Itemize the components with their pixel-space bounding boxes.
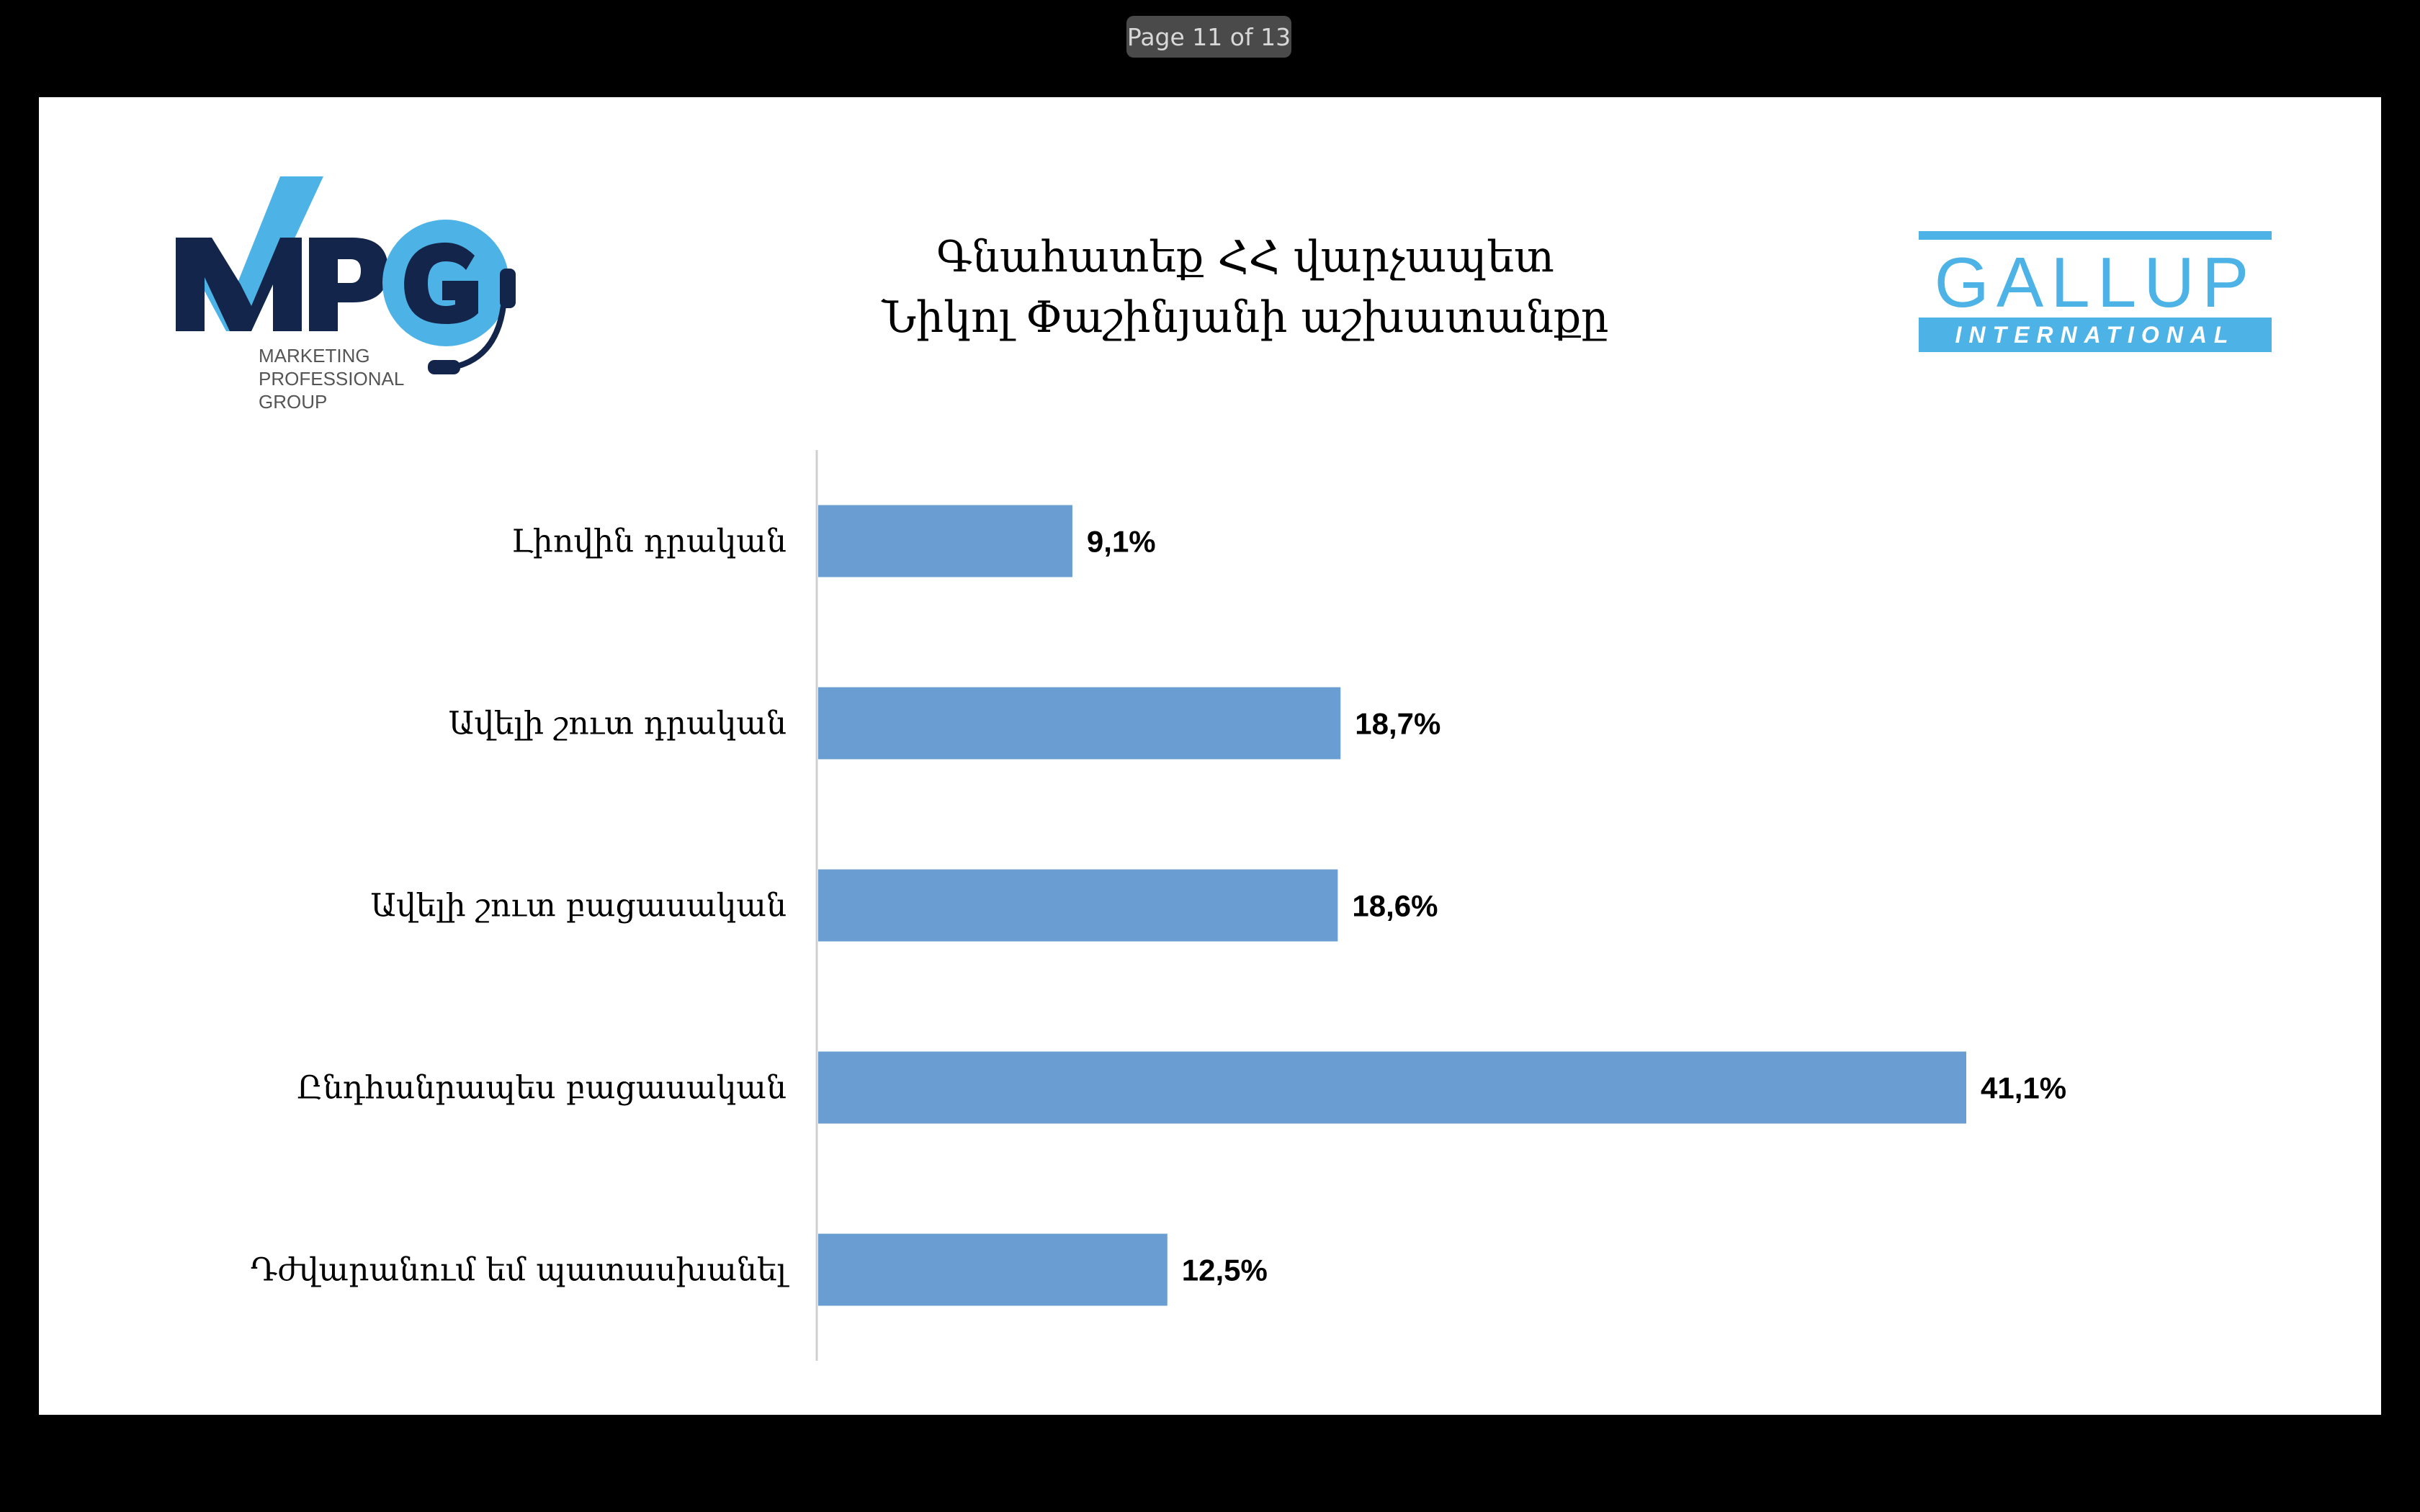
gallup-wordmark: GALLUP <box>1935 243 2257 322</box>
gallup-band <box>1919 318 2272 352</box>
mpg-logo: MARKETING PROFESSIONAL GROUP <box>176 176 516 413</box>
bar-5 <box>818 1233 1168 1306</box>
mpg-subtitle-line3: GROUP <box>259 391 327 413</box>
category-label-1: Լիովին դրական <box>511 523 786 560</box>
mpg-letter-g <box>404 242 478 324</box>
value-label-4: 41,1% <box>1981 1071 2066 1105</box>
category-label-3: Ավելի շուտ բացասական <box>370 888 786 924</box>
bar-4 <box>818 1051 1966 1124</box>
bar-1 <box>818 505 1072 577</box>
category-label-2: Ավելի շուտ դրական <box>449 706 786 742</box>
title-line-2: Նիկոլ Փաշինյանի աշխատանքը <box>882 292 1609 343</box>
bar-3 <box>818 869 1338 942</box>
title-line-1: Գնահատեք ՀՀ վարչապետ <box>936 232 1554 282</box>
bar-2 <box>818 687 1341 760</box>
mpg-subtitle-line2: PROFESSIONAL <box>259 368 404 390</box>
value-label-1: 9,1% <box>1087 525 1156 559</box>
bar-chart: Լիովին դրական 9,1% Ավելի շուտ դրական 18,7% Ա… <box>39 97 2381 1415</box>
mpg-subtitle-line1: MARKETING <box>259 345 370 366</box>
slide-title: Գնահատեք ՀՀ վարչապետ Նիկոլ Փաշինյանի աշխ… <box>759 227 1731 348</box>
gallup-logo: GALLUP INTERNATIONAL <box>1919 231 2272 352</box>
bar-chart-svg: Լիովին դրական 9,1% Ավելի շուտ դրական 18,7% Ա… <box>251 450 2066 1361</box>
slide: MARKETING PROFESSIONAL GROUP Գնահատեք ՀՀ… <box>39 97 2381 1415</box>
category-label-5: Դժվարանում եմ պատասխանել <box>251 1252 790 1289</box>
mpg-headset-mic <box>428 360 460 374</box>
mpg-headset-ear <box>500 269 516 308</box>
mpg-letter-m <box>176 238 302 331</box>
value-label-3: 18,6% <box>1352 889 1438 923</box>
page-indicator: Page 11 of 13 <box>1126 16 1291 58</box>
category-label-4: Ընդհանրապես բացասական <box>297 1070 786 1107</box>
mpg-letter-p <box>309 238 388 331</box>
gallup-subtitle: INTERNATIONAL <box>1955 322 2236 348</box>
value-label-5: 12,5% <box>1182 1254 1268 1287</box>
gallup-top-rule <box>1919 231 2272 240</box>
value-label-2: 18,7% <box>1355 707 1440 741</box>
